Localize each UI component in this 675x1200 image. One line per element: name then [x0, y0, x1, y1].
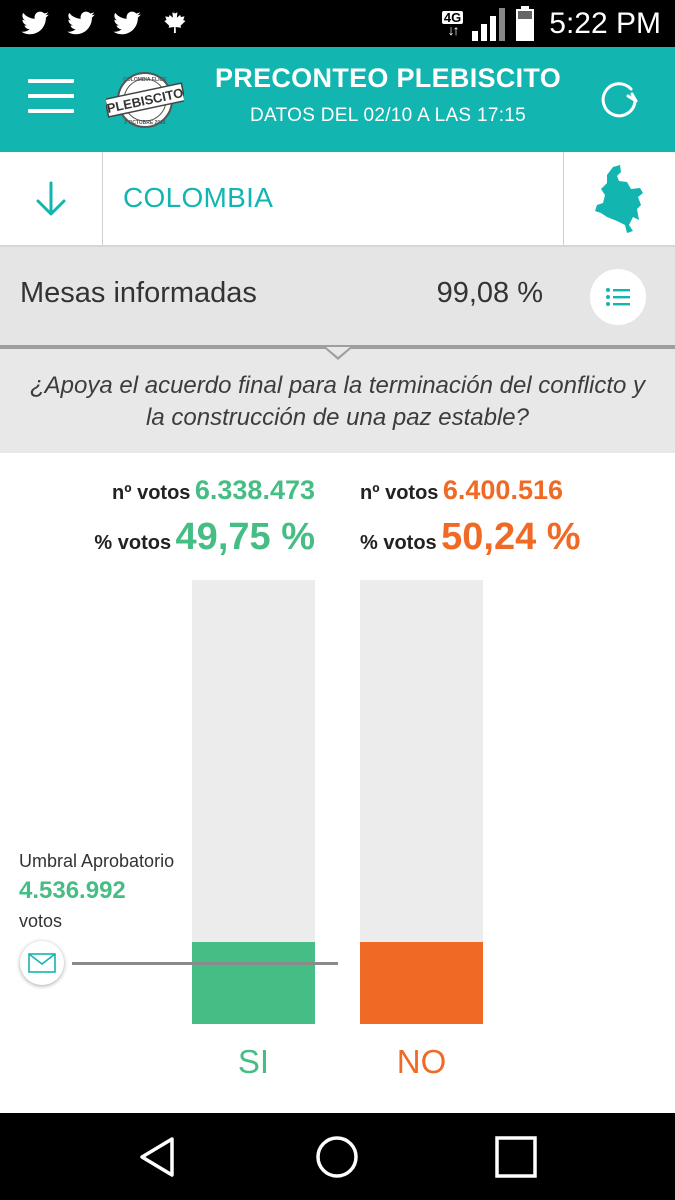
- si-bar-fill: [192, 942, 315, 1024]
- twitter-icon: [67, 11, 95, 35]
- network-type: 4G: [441, 10, 464, 25]
- logo-ring-top: COLOMBIA ELIGE: [123, 77, 167, 83]
- no-votes-label: nº votos: [360, 482, 439, 504]
- app-header: COLOMBIA ELIGE 2 OCTUBRE 2016 PLEBISCITO…: [0, 47, 675, 152]
- threshold-unit: votos: [19, 911, 63, 931]
- region-selector: COLOMBIA: [0, 152, 675, 247]
- list-button[interactable]: [590, 269, 646, 325]
- notification-icons: [20, 8, 188, 38]
- map-button[interactable]: [563, 152, 675, 245]
- system-nav-bar: [0, 1113, 675, 1200]
- data-arrows-icon: ↓↑: [447, 22, 460, 38]
- envelope-icon: [28, 953, 56, 973]
- si-percent-stat: % votos 49,75 %: [94, 516, 315, 559]
- signal-icon: [472, 8, 506, 41]
- app-title: PRECONTEO PLEBISCITO: [214, 63, 562, 93]
- threshold-line: [72, 962, 338, 965]
- maple-leaf-icon: [164, 9, 186, 33]
- colombia-map-icon: [594, 164, 643, 233]
- threshold-value: 4.536.992: [19, 877, 126, 904]
- region-dropdown-button[interactable]: [0, 152, 103, 245]
- back-icon[interactable]: [134, 1133, 182, 1181]
- no-votes-stat: nº votos 6.400.516: [360, 475, 563, 506]
- list-icon: [606, 288, 630, 306]
- no-bar-track: [360, 580, 483, 1024]
- threshold-label: Umbral Aprobatorio: [19, 851, 175, 871]
- region-name[interactable]: COLOMBIA: [123, 182, 274, 213]
- si-votes-value: 6.338.473: [194, 475, 315, 505]
- recent-apps-icon[interactable]: [492, 1133, 540, 1181]
- threshold-button[interactable]: [20, 941, 64, 985]
- plebiscito-logo: COLOMBIA ELIGE 2 OCTUBRE 2016 PLEBISCITO: [106, 72, 184, 128]
- arrow-down-icon: [36, 181, 66, 215]
- si-votes-label: nº votos: [112, 482, 191, 504]
- no-percent-label: % votos: [360, 532, 437, 554]
- mesas-informadas-row: Mesas informadas 99,08 %: [0, 247, 675, 345]
- si-bar-track: [192, 580, 315, 1024]
- home-icon[interactable]: [313, 1133, 361, 1181]
- logo-ring-bottom: 2 OCTUBRE 2016: [124, 120, 166, 126]
- si-percent-value: 49,75 %: [175, 516, 315, 558]
- question-text: ¿Apoya el acuerdo final para la terminac…: [30, 372, 645, 431]
- twitter-icon: [21, 11, 49, 35]
- twitter-icon: [113, 11, 141, 35]
- results-panel: nº votos 6.338.473 % votos 49,75 % nº vo…: [0, 453, 675, 1113]
- menu-button[interactable]: [28, 79, 74, 117]
- no-percent-value: 50,24 %: [441, 516, 581, 558]
- si-votes-stat: nº votos 6.338.473: [112, 475, 315, 506]
- no-label: NO: [396, 1043, 447, 1080]
- no-votes-value: 6.400.516: [442, 475, 563, 505]
- status-bar: 4G ↓↑ 5:22 PM: [0, 0, 675, 47]
- menu-icon: [28, 79, 74, 83]
- question-panel: ¿Apoya el acuerdo final para la terminac…: [0, 349, 675, 453]
- clock: 5:22 PM: [549, 7, 661, 40]
- refresh-icon[interactable]: [596, 77, 642, 123]
- no-bar-fill: [360, 942, 483, 1024]
- network-indicator: 4G ↓↑: [441, 10, 464, 38]
- mesas-value: 99,08 %: [436, 277, 543, 309]
- battery-icon: [516, 6, 535, 41]
- si-label: SI: [237, 1043, 270, 1080]
- app-subtitle: DATOS DEL 02/10 A LAS 17:15: [249, 105, 527, 126]
- no-percent-stat: % votos 50,24 %: [360, 516, 581, 559]
- si-percent-label: % votos: [94, 532, 172, 554]
- mesas-label: Mesas informadas: [20, 277, 257, 309]
